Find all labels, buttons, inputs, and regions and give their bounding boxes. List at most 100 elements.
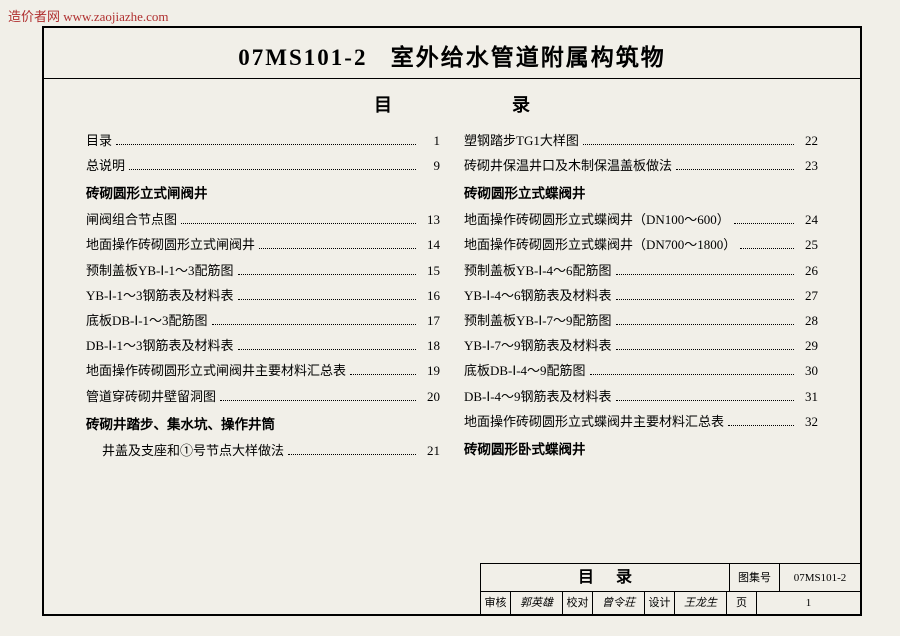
page-number: 1	[757, 592, 860, 614]
document-page: 07MS101-2 室外给水管道附属构筑物 目 录 目录1总说明9砖砌圆形立式闸…	[42, 26, 862, 616]
toc-entry-label: 目录	[86, 132, 112, 150]
toc-entry: 塑钢踏步TG1大样图 22	[464, 132, 818, 150]
page-label: 页	[727, 592, 757, 614]
toc-entry-label: 地面操作砖砌圆形立式闸阀井	[86, 236, 255, 254]
footer-title: 目录	[481, 564, 730, 591]
title-block: 目录 图集号 07MS101-2 审核 郭英雄 校对 曾令荘 设计 王龙生 页 …	[480, 563, 860, 614]
toc-entry-label: 管道穿砖砌井壁留洞图	[86, 388, 216, 406]
toc-dots	[350, 374, 416, 375]
toc-entry-label: YB-Ⅰ-4～6钢筋表及材料表	[464, 287, 612, 305]
toc-section-heading: 砖砌圆形卧式蝶阀井	[464, 441, 818, 460]
toc-entry: YB-Ⅰ-7～9钢筋表及材料表 29	[464, 337, 818, 355]
toc-entry-label: 塑钢踏步TG1大样图	[464, 132, 579, 150]
toc-entry: DB-Ⅰ-4～9钢筋表及材料表 31	[464, 388, 818, 406]
toc-entry-page: 21	[420, 442, 440, 460]
toc-dots	[676, 169, 794, 170]
toc-section-heading: 砖砌圆形立式蝶阀井	[464, 185, 818, 204]
toc-columns: 目录 1 总说明 9 砖砌圆形立式闸阀井闸阀组合节点图 13 地面操作砖砌圆形立式闸阀井 14…	[44, 125, 860, 575]
toc-entry-label: 地面操作砖砌圆形立式蝶阀井（DN700～1800）	[464, 236, 736, 254]
toc-entry-label: 闸阀组合节点图	[86, 211, 177, 229]
toc-entry: 井盖及支座和①号节点大样做法 21	[86, 442, 440, 460]
toc-dots	[728, 425, 794, 426]
footer-set-label: 图集号	[730, 564, 780, 591]
document-title: 07MS101-2 室外给水管道附属构筑物	[44, 28, 860, 79]
toc-dots	[212, 324, 416, 325]
toc-entry-page: 16	[420, 287, 440, 305]
toc-dots	[288, 454, 416, 455]
toc-entry-label: 总说明	[86, 157, 125, 175]
check-name: 郭英雄	[511, 592, 563, 614]
toc-entry-page: 15	[420, 262, 440, 280]
toc-entry-label: 底板DB-Ⅰ-1～3配筋图	[86, 312, 208, 330]
toc-entry-page: 29	[798, 337, 818, 355]
toc-dots	[616, 349, 794, 350]
proof-label: 校对	[563, 592, 593, 614]
toc-entry: 地面操作砖砌圆形立式蝶阀井主要材料汇总表32	[464, 413, 818, 431]
toc-entry-label: 预制盖板YB-Ⅰ-1～3配筋图	[86, 262, 234, 280]
toc-entry-page: 19	[420, 362, 440, 380]
toc-heading: 目 录	[44, 79, 860, 125]
toc-entry-page: 23	[798, 157, 818, 175]
toc-entry: 闸阀组合节点图 13	[86, 211, 440, 229]
toc-entry-label: DB-Ⅰ-1～3钢筋表及材料表	[86, 337, 234, 355]
toc-entry: YB-Ⅰ-1～3钢筋表及材料表 16	[86, 287, 440, 305]
toc-section-heading: 砖砌井踏步、集水坑、操作井筒	[86, 416, 440, 435]
toc-entry-page: 24	[798, 211, 818, 229]
design-label: 设计	[645, 592, 675, 614]
toc-entry: 预制盖板YB-Ⅰ-1～3配筋图 15	[86, 262, 440, 280]
toc-entry: 管道穿砖砌井壁留洞图 20	[86, 388, 440, 406]
footer-code: 07MS101-2	[780, 564, 860, 591]
toc-entry-label: 地面操作砖砌圆形立式蝶阀井（DN100～600）	[464, 211, 730, 229]
toc-dots	[590, 374, 794, 375]
toc-entry: 砖砌井保温井口及木制保温盖板做法 23	[464, 157, 818, 175]
toc-heading-right: 录	[452, 91, 860, 117]
toc-dots	[616, 274, 794, 275]
toc-entry-label: YB-Ⅰ-7～9钢筋表及材料表	[464, 337, 612, 355]
toc-dots	[238, 299, 416, 300]
toc-entry: 底板DB-Ⅰ-1～3配筋图17	[86, 312, 440, 330]
toc-entry-label: 预制盖板YB-Ⅰ-7～9配筋图	[464, 312, 612, 330]
toc-entry-page: 14	[420, 236, 440, 254]
toc-entry-label: 底板DB-Ⅰ-4～9配筋图	[464, 362, 586, 380]
toc-entry-label: 地面操作砖砌圆形立式蝶阀井主要材料汇总表	[464, 413, 724, 431]
title-block-row2: 审核 郭英雄 校对 曾令荘 设计 王龙生 页 1	[481, 592, 860, 614]
toc-entry-label: YB-Ⅰ-1～3钢筋表及材料表	[86, 287, 234, 305]
toc-dots	[181, 223, 416, 224]
toc-entry-label: 预制盖板YB-Ⅰ-4～6配筋图	[464, 262, 612, 280]
toc-entry-page: 28	[798, 312, 818, 330]
toc-entry-page: 1	[420, 132, 440, 150]
toc-entry: 目录 1	[86, 132, 440, 150]
toc-entry-page: 18	[420, 337, 440, 355]
toc-dots	[740, 248, 794, 249]
design-name: 王龙生	[675, 592, 727, 614]
toc-entry: 地面操作砖砌圆形立式闸阀井主要材料汇总表 19	[86, 362, 440, 380]
watermark-text: 造价者网 www.zaojiazhe.com	[8, 6, 169, 25]
toc-entry-label: 地面操作砖砌圆形立式闸阀井主要材料汇总表	[86, 362, 346, 380]
toc-right-column: 塑钢踏步TG1大样图 22 砖砌井保温井口及木制保温盖板做法 23 砖砌圆形立式蝶阀井地…	[452, 125, 830, 575]
toc-entry: 总说明 9	[86, 157, 440, 175]
toc-entry-label: 砖砌井保温井口及木制保温盖板做法	[464, 157, 672, 175]
toc-entry-page: 9	[420, 157, 440, 175]
toc-dots	[583, 144, 794, 145]
toc-section-heading: 砖砌圆形立式闸阀井	[86, 185, 440, 204]
toc-entry-page: 13	[420, 211, 440, 229]
toc-entry-page: 31	[798, 388, 818, 406]
toc-left-column: 目录 1 总说明 9 砖砌圆形立式闸阀井闸阀组合节点图 13 地面操作砖砌圆形立式闸阀井 14…	[74, 125, 452, 575]
toc-dots	[220, 400, 416, 401]
check-label: 审核	[481, 592, 511, 614]
toc-dots	[116, 144, 416, 145]
toc-entry-page: 30	[798, 362, 818, 380]
title-code: 07MS101-2	[238, 45, 367, 70]
toc-entry: YB-Ⅰ-4～6钢筋表及材料表27	[464, 287, 818, 305]
toc-entry-label: DB-Ⅰ-4～9钢筋表及材料表	[464, 388, 612, 406]
toc-dots	[616, 400, 794, 401]
toc-dots	[616, 299, 794, 300]
toc-entry-label: 井盖及支座和①号节点大样做法	[102, 442, 284, 460]
toc-entry-page: 22	[798, 132, 818, 150]
toc-entry: 地面操作砖砌圆形立式闸阀井 14	[86, 236, 440, 254]
title-text: 室外给水管道附属构筑物	[391, 45, 666, 70]
toc-entry-page: 20	[420, 388, 440, 406]
toc-entry: 预制盖板YB-Ⅰ-4～6配筋图 26	[464, 262, 818, 280]
toc-heading-left: 目	[44, 91, 452, 117]
toc-entry-page: 26	[798, 262, 818, 280]
